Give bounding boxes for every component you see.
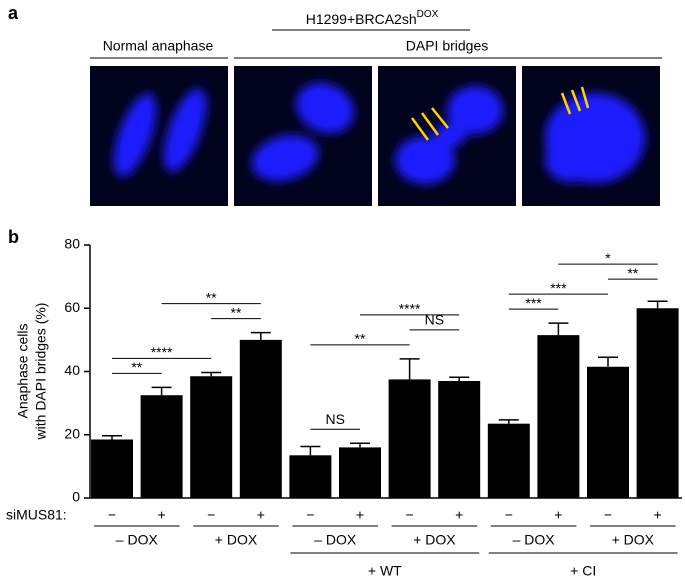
pair-label: + DOX [612,532,655,548]
bar [438,380,481,498]
x-tick-label: + [356,507,364,523]
bar [289,455,332,498]
significance-label: **** [399,301,421,317]
significance-label: ** [231,304,242,320]
pair-label: – DOX [116,532,159,548]
x-tick-label: + [158,507,166,523]
significance-label: ** [131,359,142,375]
significance-label: *** [550,280,567,296]
x-tick-label: − [108,507,116,523]
bar [190,376,233,498]
row-label: siMUS81: [6,507,67,523]
y-tick-label: 60 [64,299,80,315]
x-tick-label: − [306,507,314,523]
significance-label: * [605,250,611,266]
image-label: Normal anaphase [103,38,214,54]
y-tick-label: 80 [64,236,80,252]
pair-label: – DOX [314,532,357,548]
pair-label: + DOX [215,532,258,548]
bar [537,335,580,498]
significance-label: ** [206,289,217,305]
x-tick-label: − [406,507,414,523]
bar [339,447,381,498]
x-tick-label: − [505,507,513,523]
significance-label: *** [525,295,542,311]
y-tick-label: 0 [72,489,80,505]
micrograph [234,66,372,206]
significance-label: NS [425,312,444,328]
bar [140,395,183,498]
x-tick-label: + [654,507,662,523]
group-label: + WT [368,563,402,579]
bar [91,439,133,498]
pair-label: – DOX [513,532,556,548]
bar [239,339,282,498]
y-axis-label: with DAPI bridges (%) [33,303,49,441]
significance-label: ** [355,331,366,347]
x-tick-label: − [604,507,612,523]
y-axis-label: Anaphase cells [15,324,31,419]
image-label: DAPI bridges [406,38,488,54]
significance-label: **** [151,344,173,360]
bar [487,423,530,498]
x-tick-label: + [554,507,562,523]
y-tick-label: 40 [64,362,80,378]
x-tick-label: + [257,507,265,523]
micrographs [90,66,660,206]
micrograph [90,66,228,206]
significance-label: NS [325,411,344,427]
panel-label: b [8,227,19,247]
bar [636,308,679,498]
x-tick-label: − [207,507,215,523]
y-tick-label: 20 [64,425,80,441]
x-tick-label: + [455,507,463,523]
significance-label: ** [627,265,638,281]
pair-label: + DOX [413,532,456,548]
group-label: + CI [570,563,596,579]
figure-title: H1299+BRCA2shDOX [306,9,439,27]
bar [587,366,629,498]
bar [388,379,431,498]
panel-label: a [8,3,19,23]
